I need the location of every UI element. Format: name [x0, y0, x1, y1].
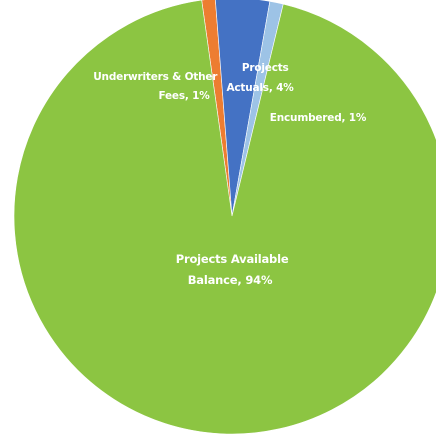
slices-layer	[13, 0, 436, 435]
labels-layer: Underwriters & Other Fees, 1% Projects A…	[93, 62, 367, 287]
slice-label-underwriters: Underwriters & Other Fees, 1%	[93, 71, 221, 102]
slice-label-projects-actuals: Projects Actuals, 4%	[226, 62, 294, 94]
pie-slice-available-balance	[13, 0, 436, 435]
slice-label-available-balance: Projects Available Balance, 94%	[176, 252, 292, 287]
slice-label-encumbered: Encumbered, 1%	[270, 112, 367, 124]
